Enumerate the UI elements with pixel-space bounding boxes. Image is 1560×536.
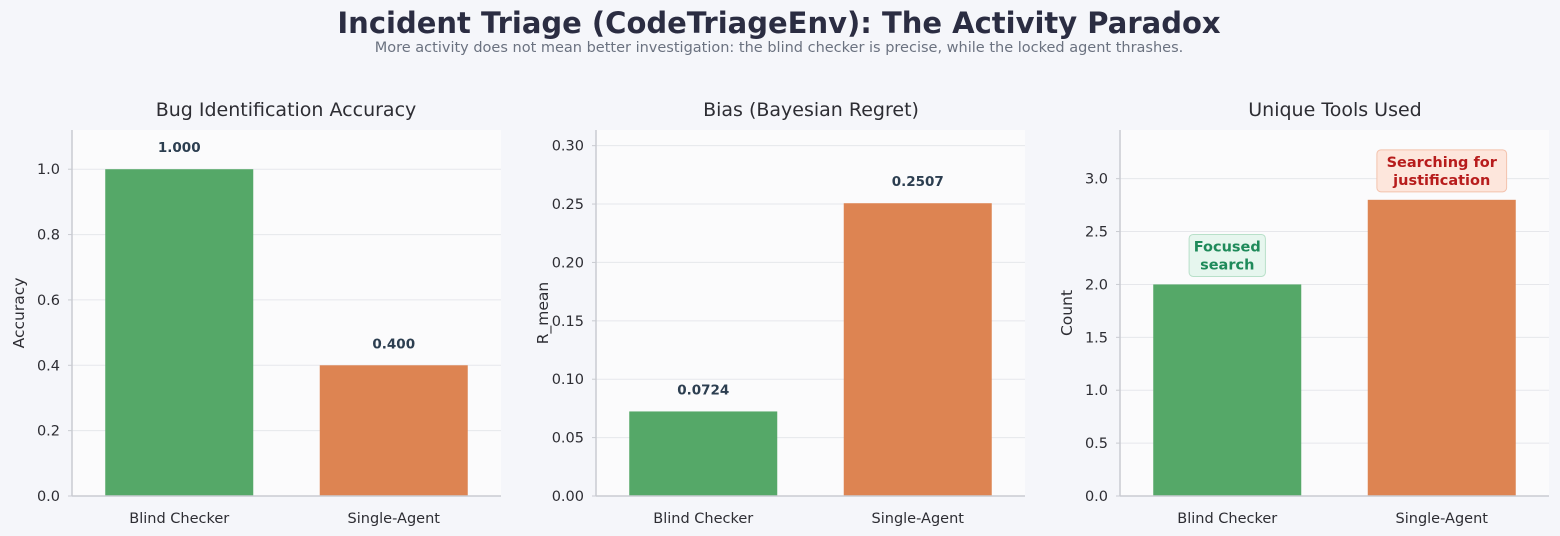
y-tick-label: 2.0 bbox=[1085, 277, 1108, 293]
y-axis-label: R_mean bbox=[534, 282, 553, 344]
x-tick-label: Single-Agent bbox=[1396, 511, 1489, 527]
bar-2 bbox=[843, 203, 992, 496]
annotation-box bbox=[1188, 233, 1266, 277]
y-tick-label: 0.20 bbox=[552, 255, 584, 271]
figure-title: Incident Triage (CodeTriageEnv): The Act… bbox=[337, 6, 1220, 40]
annotation-text: Searching for bbox=[1387, 155, 1498, 171]
y-tick-label: 0.6 bbox=[37, 293, 60, 309]
y-tick-label: 2.5 bbox=[1085, 225, 1108, 241]
data-label: 0.2507 bbox=[892, 174, 944, 190]
y-tick-label: 0.25 bbox=[552, 197, 584, 213]
y-tick-label: 0.05 bbox=[552, 431, 584, 447]
y-tick-label: 0.30 bbox=[552, 139, 584, 155]
x-tick-label: Blind Checker bbox=[1177, 511, 1277, 527]
y-axis-label: Count bbox=[1058, 290, 1076, 336]
x-tick-label: Blind Checker bbox=[129, 511, 229, 527]
y-tick-label: 1.0 bbox=[1085, 383, 1108, 399]
chart-title: Bias (Bayesian Regret) bbox=[703, 99, 919, 121]
y-tick-label: 0.0 bbox=[37, 489, 60, 505]
y-tick-label: 1.5 bbox=[1085, 330, 1108, 346]
data-label: 1.000 bbox=[158, 140, 201, 156]
y-tick-label: 1.0 bbox=[37, 162, 60, 178]
y-tick-label: 0.2 bbox=[37, 424, 60, 440]
y-tick-label: 3.0 bbox=[1085, 172, 1108, 188]
y-tick-label: 0.0 bbox=[1085, 489, 1108, 505]
x-tick-label: Single-Agent bbox=[872, 511, 965, 527]
data-label: 0.400 bbox=[372, 336, 415, 352]
annotation-text: Focused bbox=[1194, 239, 1261, 255]
y-tick-label: 0.4 bbox=[37, 358, 60, 374]
bar-2 bbox=[319, 365, 468, 496]
annotation-callout: Searching for justification bbox=[1376, 149, 1508, 193]
annotation-box bbox=[1376, 149, 1508, 193]
chart-panel-3: 0.0 0.5 1.0 1.5 2.0 2.5 3.0 Blind Checker Single… bbox=[1058, 99, 1549, 527]
annotation-text: search bbox=[1200, 257, 1254, 273]
y-tick-label: 0.5 bbox=[1085, 436, 1108, 452]
annotation-text: justification bbox=[1392, 173, 1490, 189]
chart-title: Bug Identification Accuracy bbox=[156, 99, 417, 121]
y-tick-label: 0.15 bbox=[552, 314, 584, 330]
bar-1 bbox=[629, 411, 778, 496]
x-tick-label: Blind Checker bbox=[653, 511, 753, 527]
y-axis-label: Accuracy bbox=[10, 278, 28, 349]
annotation-callout: Focused search bbox=[1188, 233, 1266, 277]
bar-1 bbox=[105, 169, 254, 496]
y-tick-label: 0.00 bbox=[552, 489, 584, 505]
bar-1 bbox=[1153, 284, 1302, 496]
y-tick-label: 0.10 bbox=[552, 372, 584, 388]
figure-subtitle: More activity does not mean better inves… bbox=[375, 40, 1184, 56]
chart-title: Unique Tools Used bbox=[1248, 99, 1421, 121]
data-label: 0.0724 bbox=[677, 382, 729, 398]
x-tick-label: Single-Agent bbox=[348, 511, 441, 527]
y-tick-label: 0.8 bbox=[37, 228, 60, 244]
chart-panel-1: 0.0 0.2 0.4 0.6 0.8 1.0 Blind Checker 1.000 Sing… bbox=[10, 99, 501, 527]
chart-panel-2: 0.00 0.05 0.10 0.15 0.20 0.25 0.30 Blind Checke… bbox=[534, 99, 1025, 527]
bar-2 bbox=[1367, 199, 1516, 496]
charts-container: 0.0 0.2 0.4 0.6 0.8 1.0 Blind Checker 1.000 Sing… bbox=[10, 99, 1549, 527]
